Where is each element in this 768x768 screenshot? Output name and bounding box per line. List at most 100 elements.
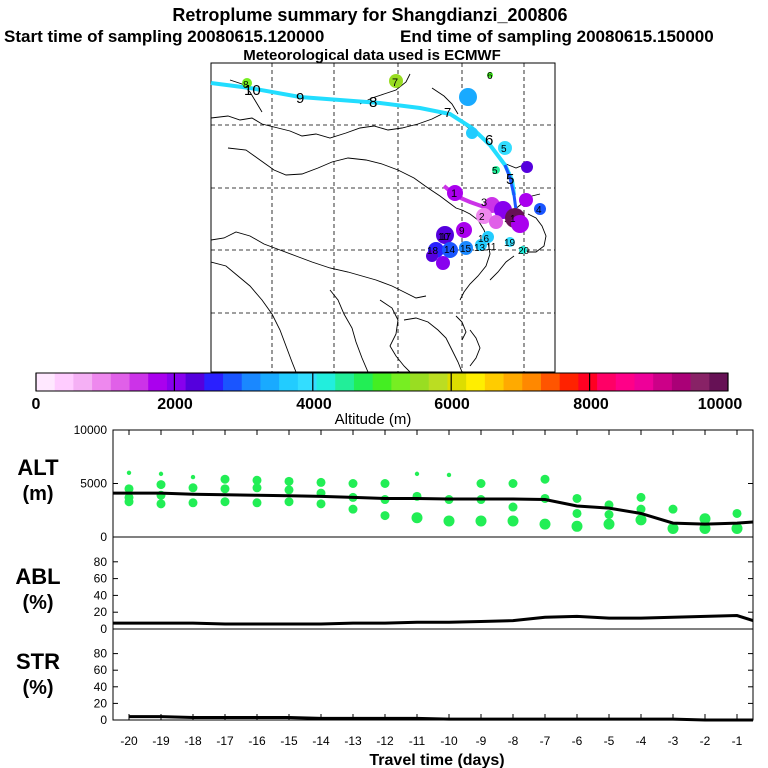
altitude-spread-point (572, 493, 582, 503)
colorbar-swatch (316, 373, 336, 391)
map-labels: 10 9 8 7 6 5 8 7 6 5 5 3 4 2 1 1 16 17 1… (243, 71, 542, 257)
y-tick-label: 80 (94, 555, 108, 569)
colorbar-swatch (671, 373, 692, 391)
y-tick-label: 20 (94, 605, 108, 619)
altitude-spread-point (380, 511, 390, 521)
altitude-spread-point (252, 475, 262, 485)
altitude-spread-point (348, 479, 358, 488)
colorbar-swatch (279, 373, 299, 391)
colorbar-swatch (447, 373, 467, 391)
altitude-spread-point (284, 485, 294, 495)
colorbar-swatch (634, 373, 654, 391)
plume-dot (436, 226, 454, 244)
trajectory-blue (503, 164, 518, 211)
map-label: 5 (501, 144, 507, 155)
colorbar-swatch (653, 373, 673, 391)
plume-dot (498, 141, 512, 155)
abl-panel-label: ABL (15, 564, 60, 589)
alt-plot: 0 5000 10000 (74, 423, 754, 544)
x-tick-label: -14 (312, 734, 330, 748)
altitude-spread-point (220, 474, 230, 484)
plume-dot (436, 256, 450, 270)
colorbar-swatch (597, 373, 617, 391)
y-tick-label: 60 (94, 572, 108, 586)
plume-dot (505, 237, 515, 247)
title-met-data: Meteorological data used is ECMWF (243, 47, 501, 64)
x-tick-label: -17 (216, 734, 234, 748)
colorbar-swatch (690, 373, 710, 391)
timeseries-frame (112, 429, 754, 721)
colorbar-tick-labels: 0 2000 4000 6000 8000 10000 (32, 396, 743, 413)
y-tick-label: 10000 (74, 423, 108, 437)
map-label: 8 (369, 94, 377, 111)
colorbar-tick-2000: 2000 (157, 396, 193, 413)
y-tick-label: 0 (100, 622, 107, 636)
altitude-spread-point (188, 498, 198, 508)
altitude-spread-point (156, 480, 166, 490)
colorbar-swatch (185, 373, 205, 391)
colorbar-swatch (241, 373, 261, 391)
colorbar-tick-8000: 8000 (573, 396, 609, 413)
series-line-abl (113, 614, 754, 626)
altitude-spread-point (475, 515, 487, 527)
str-panel-unit: (%) (22, 677, 53, 699)
x-tick-label: -18 (184, 734, 202, 748)
colorbar-swatch (204, 373, 224, 391)
title-line-1: Retroplume summary for Shangdianzi_20080… (172, 5, 567, 25)
plume-dot (482, 231, 494, 243)
map-label: 14 (444, 245, 456, 256)
str-panel-label: STR (16, 649, 60, 674)
colorbar-label: Altitude (m) (335, 411, 412, 428)
altitude-spread-point (252, 483, 262, 493)
altitude-spread-point (699, 522, 711, 534)
plume-dot (389, 74, 403, 88)
altitude-spread-point (732, 508, 742, 518)
altitude-spread-point (636, 504, 646, 514)
plume-dot (511, 215, 529, 233)
x-tick-label: -5 (604, 734, 615, 748)
x-tick-label: -3 (668, 734, 679, 748)
altitude-spread-point (380, 479, 390, 488)
map-label: 6 (487, 71, 493, 82)
y-tick-label: 80 (94, 647, 108, 661)
x-tick-label: -13 (344, 734, 362, 748)
map-label: 7 (392, 77, 398, 89)
plume-dot (426, 250, 438, 262)
colorbar-swatch (428, 373, 448, 391)
altitude-spread-point (539, 518, 551, 530)
map-panel: 10 9 8 7 6 5 8 7 6 5 5 3 4 2 1 1 16 17 1… (210, 62, 556, 373)
map-grid (211, 63, 555, 372)
plume-dot (242, 78, 252, 88)
plume-dot (459, 241, 473, 255)
x-tick-label: -15 (280, 734, 298, 748)
plume-dot (447, 185, 463, 201)
colorbar-swatch (110, 373, 131, 391)
abl-panel-unit: (%) (22, 592, 53, 614)
map-label: 10 (438, 232, 450, 243)
y-tick-label: 40 (94, 588, 108, 602)
altitude-spread-point (572, 508, 582, 518)
colorbar-tick-6000: 6000 (434, 396, 470, 413)
x-tick-label: -7 (540, 734, 551, 748)
map-label: 19 (504, 238, 516, 249)
colorbar-swatch (335, 373, 355, 391)
altitude-spread-point (220, 484, 230, 494)
altitude-spread-point (508, 479, 518, 488)
x-tick-label: -1 (732, 734, 743, 748)
y-tick-label: 20 (94, 696, 108, 710)
altitude-spread-point (190, 474, 196, 480)
map-label: 5 (506, 171, 514, 188)
altitude-spread-point (443, 515, 455, 527)
travel-time-axis: -20 -19 -18 -17 -16 -15 -14 -13 -12 -11 -10 -9 -8 -7 -… (120, 430, 743, 748)
map-label: 11 (486, 242, 497, 253)
altitude-spread-point (316, 499, 326, 509)
alt-panel-label: ALT (17, 455, 59, 480)
x-tick-label: -6 (572, 734, 583, 748)
map-label: 17 (440, 232, 452, 243)
plume-dot (475, 239, 487, 251)
x-tick-label: -20 (120, 734, 138, 748)
y-tick-label: 0 (100, 530, 107, 544)
x-tick-label: -2 (700, 734, 711, 748)
map-label: 8 (243, 80, 249, 91)
